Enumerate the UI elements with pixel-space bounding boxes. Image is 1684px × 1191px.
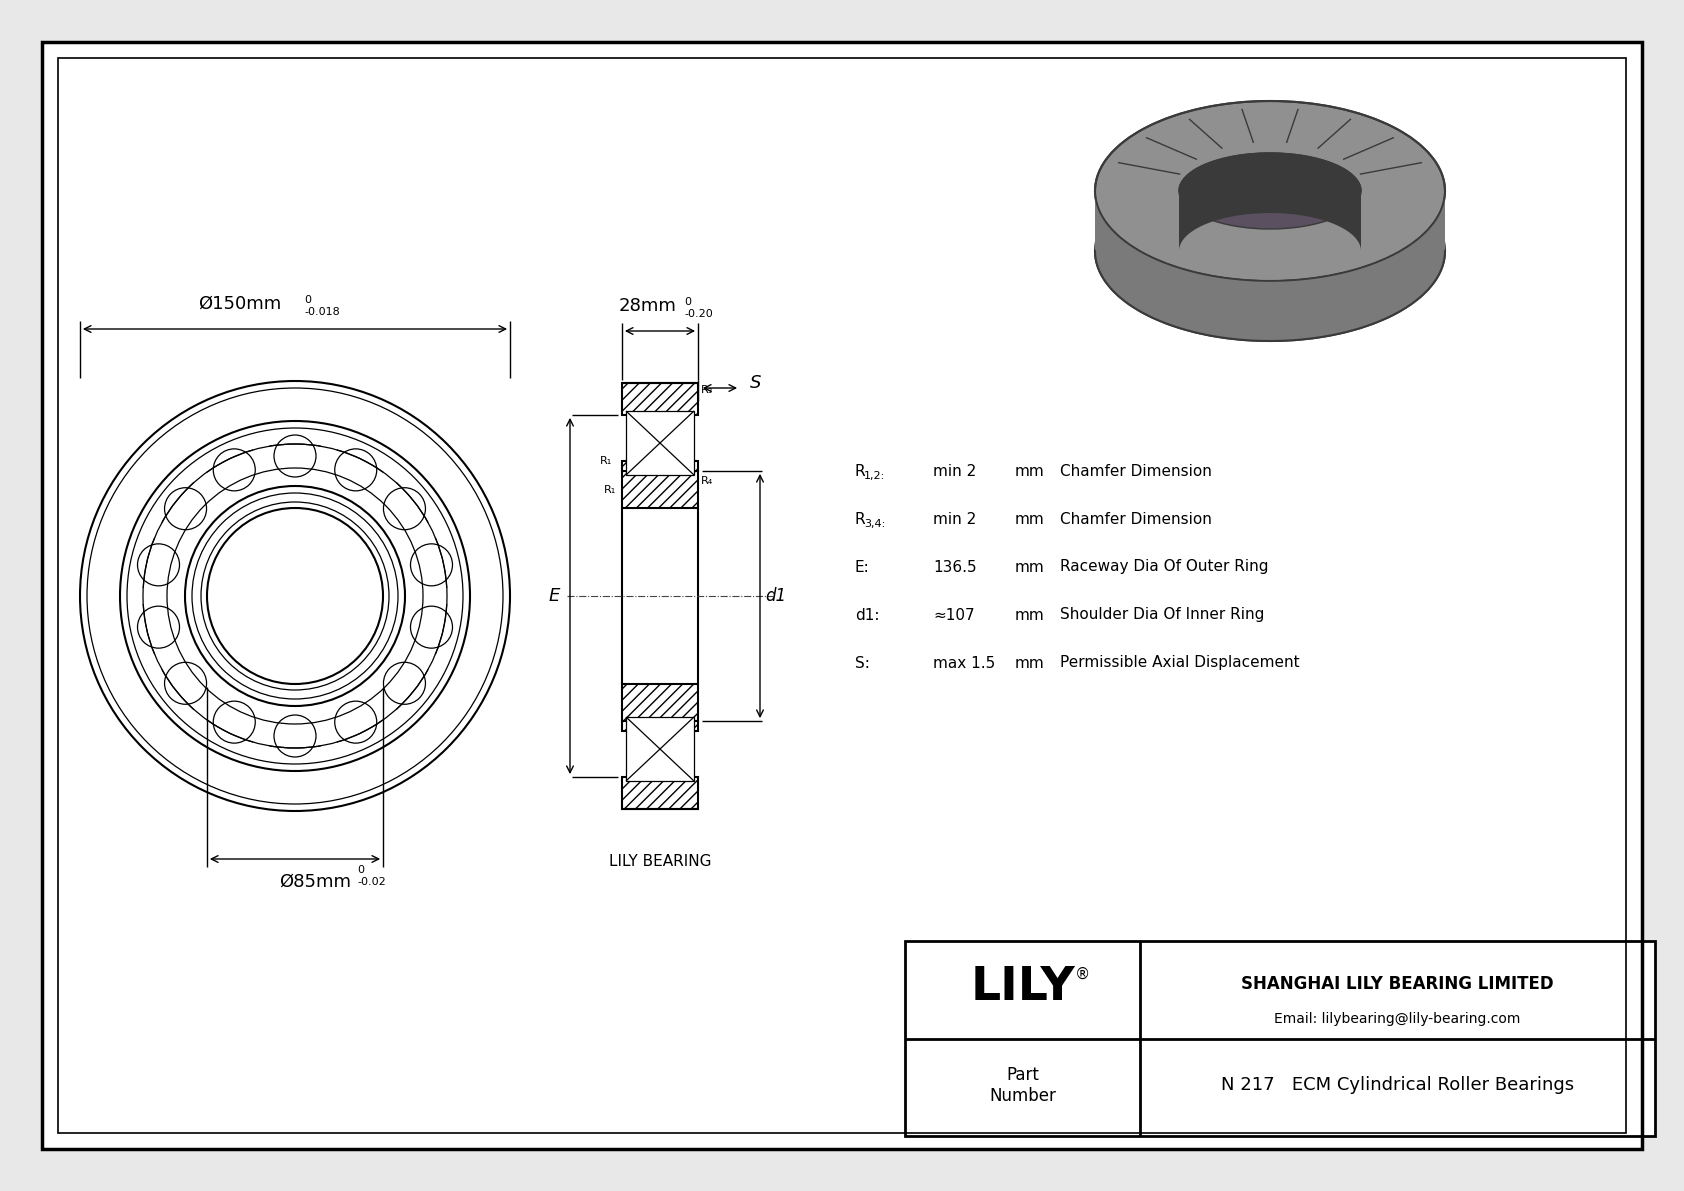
Text: min 2: min 2 — [933, 511, 977, 526]
Text: 0: 0 — [684, 297, 690, 307]
Text: 0: 0 — [305, 295, 312, 305]
Bar — [621, 721, 640, 731]
Bar — [621, 470, 697, 509]
Bar — [621, 684, 697, 721]
Text: R₁: R₁ — [600, 456, 613, 466]
Text: Chamfer Dimension: Chamfer Dimension — [1059, 463, 1212, 479]
Text: E:: E: — [855, 560, 869, 574]
Ellipse shape — [1179, 152, 1361, 229]
Text: Ø150mm: Ø150mm — [199, 295, 281, 313]
Ellipse shape — [1179, 213, 1361, 289]
Polygon shape — [1179, 152, 1361, 251]
Polygon shape — [1095, 191, 1445, 341]
Text: Raceway Dia Of Outer Ring: Raceway Dia Of Outer Ring — [1059, 560, 1268, 574]
Bar — [621, 470, 697, 509]
Text: LILY BEARING: LILY BEARING — [608, 854, 711, 868]
Text: mm: mm — [1015, 560, 1044, 574]
Text: LILY: LILY — [970, 965, 1074, 1010]
Text: Shoulder Dia Of Inner Ring: Shoulder Dia Of Inner Ring — [1059, 607, 1265, 623]
Text: mm: mm — [1015, 655, 1044, 671]
Text: Chamfer Dimension: Chamfer Dimension — [1059, 511, 1212, 526]
Text: Permissible Axial Displacement: Permissible Axial Displacement — [1059, 655, 1300, 671]
Text: mm: mm — [1015, 607, 1044, 623]
Bar — [621, 461, 640, 470]
Text: ®: ® — [1074, 966, 1090, 981]
Text: max 1.5: max 1.5 — [933, 655, 995, 671]
Bar — [621, 684, 697, 721]
Bar — [626, 717, 694, 781]
Text: -0.02: -0.02 — [357, 877, 386, 887]
Bar — [621, 384, 697, 414]
Text: N 217   ECM Cylindrical Roller Bearings: N 217 ECM Cylindrical Roller Bearings — [1221, 1077, 1575, 1095]
Text: -0.20: -0.20 — [684, 308, 712, 319]
Text: 136.5: 136.5 — [933, 560, 977, 574]
Bar — [680, 461, 697, 470]
Text: R₄: R₄ — [701, 476, 714, 486]
Bar — [621, 777, 697, 809]
Ellipse shape — [1095, 161, 1445, 341]
Text: 3,4:: 3,4: — [864, 519, 886, 529]
Ellipse shape — [1095, 101, 1445, 281]
Text: Ø85mm: Ø85mm — [280, 873, 350, 891]
Bar — [621, 461, 640, 470]
Text: SHANGHAI LILY BEARING LIMITED: SHANGHAI LILY BEARING LIMITED — [1241, 975, 1554, 993]
Bar — [621, 384, 697, 414]
Bar — [680, 721, 697, 731]
Text: 28mm: 28mm — [620, 297, 677, 314]
Text: 0: 0 — [357, 865, 364, 875]
Text: d1:: d1: — [855, 607, 879, 623]
Text: R: R — [855, 463, 866, 479]
Text: 1,2:: 1,2: — [864, 470, 886, 481]
Text: E: E — [549, 587, 559, 605]
Text: R₃: R₃ — [701, 385, 714, 395]
Text: d1: d1 — [766, 587, 786, 605]
Bar — [904, 941, 1655, 1136]
Text: Part
Number: Part Number — [989, 1066, 1056, 1105]
Bar — [621, 721, 640, 731]
Text: S: S — [749, 374, 761, 392]
Text: ≈107: ≈107 — [933, 607, 975, 623]
Text: mm: mm — [1015, 511, 1044, 526]
Text: S:: S: — [855, 655, 871, 671]
Text: min 2: min 2 — [933, 463, 977, 479]
Bar — [626, 411, 694, 475]
Bar — [680, 721, 697, 731]
Bar — [680, 461, 697, 470]
Text: Email: lilybearing@lily-bearing.com: Email: lilybearing@lily-bearing.com — [1275, 1012, 1521, 1025]
Text: R₁: R₁ — [605, 485, 616, 495]
Text: R: R — [855, 511, 866, 526]
Text: mm: mm — [1015, 463, 1044, 479]
Bar — [621, 777, 697, 809]
Text: -0.018: -0.018 — [305, 307, 340, 317]
